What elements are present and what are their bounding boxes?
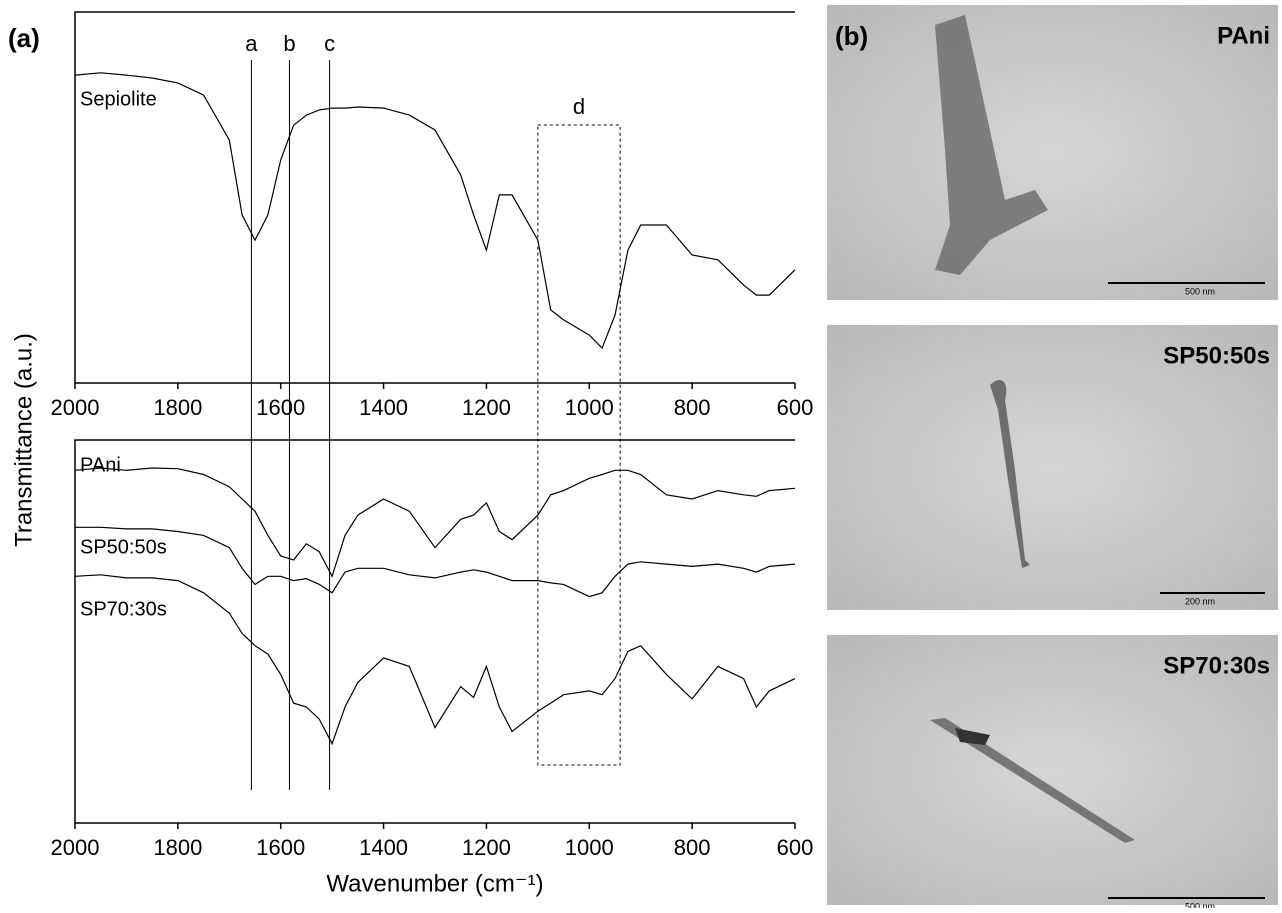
tem-image	[827, 5, 1278, 300]
x-tick-label: 600	[777, 835, 814, 860]
tem-image	[827, 325, 1278, 610]
x-tick-label: 800	[674, 395, 711, 420]
scale-bar-label: 500 nm	[1185, 286, 1215, 296]
series-label: PAni	[80, 454, 121, 476]
x-tick-label: 1000	[565, 395, 614, 420]
series-label: Sepiolite	[80, 88, 157, 110]
x-tick-label: 1600	[256, 395, 305, 420]
x-tick-label: 800	[674, 835, 711, 860]
axis-frame	[74, 11, 795, 384]
x-tick-label: 1200	[462, 835, 511, 860]
image-label: PAni	[1217, 22, 1270, 49]
spectrum-line	[75, 526, 796, 598]
series-label: SP50:50s	[80, 536, 167, 558]
panel-label: (a)	[8, 23, 40, 53]
x-tick-label: 1200	[462, 395, 511, 420]
spectrum-line	[74, 467, 796, 578]
y-axis-label: Transmittance (a.u.)	[10, 333, 37, 547]
x-tick-label: 1400	[359, 835, 408, 860]
x-tick-label: 1800	[153, 395, 202, 420]
marker-label: c	[324, 31, 335, 56]
x-axis-label: Wavenumber (cm⁻¹)	[326, 870, 543, 897]
x-tick-label: 600	[777, 395, 814, 420]
tem-image	[827, 635, 1278, 905]
image-label: SP50:50s	[1163, 342, 1270, 369]
region-box	[537, 124, 621, 766]
marker-label: a	[245, 31, 258, 56]
scale-bar-label: 200 nm	[1185, 596, 1215, 606]
image-label: SP70:30s	[1163, 652, 1270, 679]
region-label: d	[573, 94, 585, 119]
spectrum-line	[74, 72, 796, 350]
x-tick-label: 2000	[51, 835, 100, 860]
axis-frame	[74, 439, 795, 824]
x-tick-label: 2000	[51, 395, 100, 420]
x-tick-label: 1000	[565, 835, 614, 860]
marker-label: b	[283, 31, 295, 56]
panel-label: (b)	[835, 21, 868, 51]
spectrum-line	[74, 574, 796, 746]
x-tick-label: 1600	[256, 835, 305, 860]
scale-bar-label: 500 nm	[1185, 901, 1215, 908]
x-tick-label: 1400	[359, 395, 408, 420]
x-tick-label: 1800	[153, 835, 202, 860]
series-label: SP70:30s	[80, 598, 167, 620]
